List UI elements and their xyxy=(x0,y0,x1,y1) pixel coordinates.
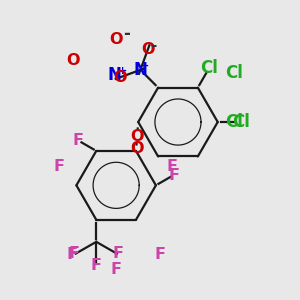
Text: +: + xyxy=(140,61,149,71)
Text: F: F xyxy=(168,167,179,182)
Text: F: F xyxy=(69,246,80,261)
Text: Cl: Cl xyxy=(225,64,243,82)
Text: -: - xyxy=(150,38,156,53)
Text: Cl: Cl xyxy=(225,113,243,131)
Text: F: F xyxy=(91,259,102,274)
Text: O: O xyxy=(110,32,123,47)
Text: F: F xyxy=(113,246,124,261)
Text: N: N xyxy=(108,66,122,84)
Text: +: + xyxy=(118,66,128,76)
Text: F: F xyxy=(73,133,84,148)
Text: O: O xyxy=(113,70,126,85)
Text: F: F xyxy=(167,159,178,174)
Text: -: - xyxy=(124,25,130,43)
Text: F: F xyxy=(67,247,77,262)
Text: O: O xyxy=(130,129,144,144)
Text: O: O xyxy=(130,141,143,156)
Text: F: F xyxy=(155,247,166,262)
Text: F: F xyxy=(53,159,64,174)
Text: O: O xyxy=(141,42,155,57)
Text: Cl: Cl xyxy=(232,113,250,131)
Text: O: O xyxy=(67,53,80,68)
Text: N: N xyxy=(134,61,147,79)
Text: F: F xyxy=(111,262,122,277)
Text: Cl: Cl xyxy=(200,59,218,77)
